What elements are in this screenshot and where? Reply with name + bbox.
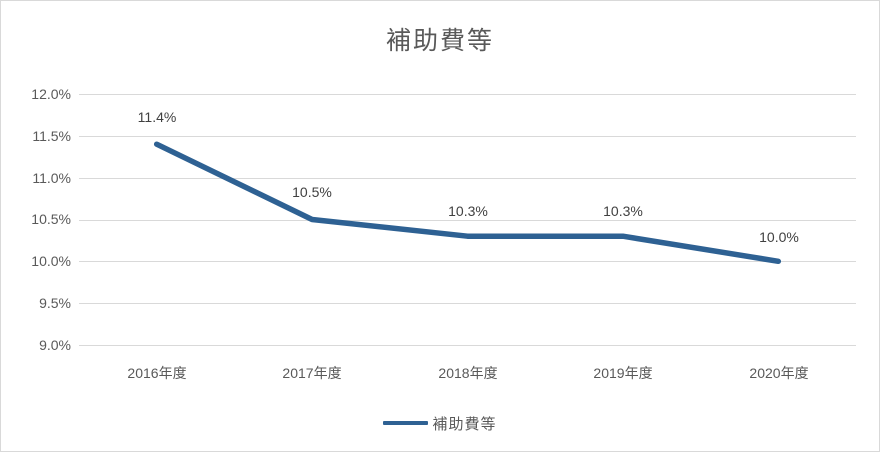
legend-series-label: 補助費等 [432, 415, 497, 433]
y-axis-tick-label: 10.0% [31, 253, 71, 269]
data-label: 10.3% [448, 203, 488, 219]
y-axis-tick-label: 11.0% [32, 170, 71, 186]
line-chart-svg [79, 94, 856, 346]
chart-title: 補助費等 [385, 27, 494, 55]
data-label: 10.3% [603, 203, 643, 219]
x-axis-category-label: 2019年度 [593, 365, 653, 381]
legend: 補助費等 [1, 412, 879, 434]
x-axis-category-label: 2017年度 [282, 365, 342, 381]
data-label: 10.5% [292, 184, 332, 200]
x-axis-category-label: 2018年度 [438, 365, 498, 381]
y-axis-tick-label: 9.5% [39, 295, 71, 311]
legend-line-marker [383, 421, 429, 425]
y-axis-tick-label: 9.0% [39, 337, 71, 353]
y-axis-tick-label: 11.5% [32, 128, 71, 144]
series-line [153, 141, 782, 265]
x-axis-category-label: 2016年度 [127, 365, 187, 381]
y-axis-tick-label: 12.0% [31, 86, 71, 102]
y-axis-tick-label: 10.5% [31, 211, 71, 227]
plot-area [79, 94, 856, 346]
data-label: 10.0% [759, 229, 799, 245]
data-label: 11.4% [137, 109, 177, 125]
x-axis-category-label: 2020年度 [749, 365, 809, 381]
